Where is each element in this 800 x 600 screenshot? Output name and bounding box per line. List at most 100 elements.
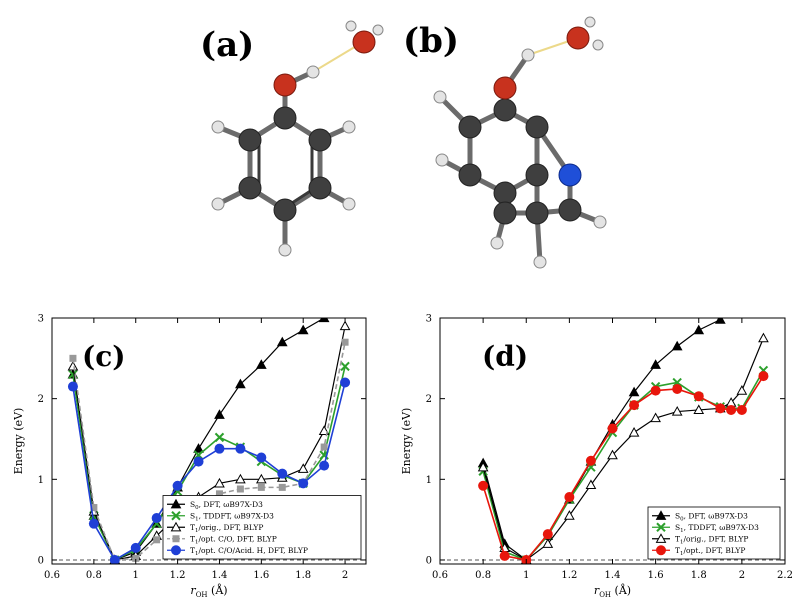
x-tick-label: 2	[342, 570, 348, 581]
data-point	[340, 361, 350, 372]
data-point	[69, 354, 77, 362]
data-point	[153, 536, 161, 544]
data-point	[671, 340, 683, 351]
data-point	[672, 383, 683, 394]
data-point	[693, 391, 704, 402]
data-point	[628, 386, 640, 397]
x-axis-title: rOH (Å)	[190, 583, 227, 599]
data-point	[236, 485, 244, 493]
data-point	[693, 324, 705, 335]
legend-entry: S1, TDDFT, ωB97X-D3	[675, 523, 759, 534]
data-point	[650, 385, 661, 396]
legend-marker	[656, 522, 666, 532]
data-point	[499, 550, 510, 561]
data-point	[193, 443, 204, 453]
chart-d: 0.6 0.8 1 1.2 1.4 1.6 1.8 2 2.2 0 1 2 3 rOH (Å) Energy…	[400, 314, 793, 600]
data-point	[607, 423, 618, 434]
data-point	[564, 492, 575, 503]
y-tick-label: 1	[38, 475, 44, 486]
data-point	[318, 318, 330, 323]
legend-entry: S0, DFT, ωB97X-D3	[675, 512, 748, 523]
legend-entry: T1/orig., DFT, BLYP	[190, 523, 263, 534]
data-point	[628, 427, 640, 437]
panel-label-c: (c)	[82, 340, 126, 373]
legend-entry: T1/opt., DFT, BLYP	[675, 546, 745, 557]
molecule-a-phenol	[211, 20, 384, 257]
data-point	[193, 456, 204, 467]
axes-frame	[51, 317, 367, 565]
data-point	[109, 554, 120, 564]
data-point	[235, 473, 246, 484]
x-tick-label: 1.2	[561, 570, 577, 581]
legend-marker	[170, 498, 182, 509]
data-point	[650, 359, 661, 369]
data-point	[542, 538, 554, 548]
legend-marker	[655, 510, 667, 520]
chart-c: 0.6 0.8 1 1.2 1.4 1.6 1.8 2 0 1 2 3 rOH (Å) Energy (e…	[12, 314, 367, 599]
data-point	[90, 504, 98, 512]
panel-label-a: (a)	[200, 25, 254, 65]
data-point	[585, 455, 596, 466]
data-point	[214, 443, 225, 454]
y-axis-title: Energy (eV)	[12, 408, 25, 475]
legend-marker	[171, 545, 181, 556]
data-point	[607, 449, 618, 460]
x-tick-label: 1.8	[691, 570, 707, 581]
y-tick-label: 3	[38, 314, 44, 325]
legend-marker	[656, 545, 666, 556]
data-point	[693, 404, 705, 415]
legend-entry: T1/opt. C/O, DFT, BLYP	[190, 535, 277, 546]
legend-entry: S0, DFT, ωB97X-D3	[190, 500, 263, 511]
data-point	[172, 480, 183, 491]
panel-label-b: (b)	[403, 21, 459, 61]
data-point	[736, 385, 748, 395]
legend-marker	[171, 511, 181, 521]
x-tick-label: 1.6	[253, 570, 269, 581]
data-point	[339, 320, 351, 331]
x-tick-label: 0.6	[44, 570, 60, 581]
x-tick-label: 1.8	[295, 570, 311, 581]
x-tick-label: 1.2	[170, 570, 186, 581]
data-point	[277, 468, 288, 479]
data-point	[255, 473, 267, 484]
legend-marker	[172, 535, 180, 543]
data-point	[714, 318, 726, 324]
data-point	[67, 381, 78, 392]
data-point	[297, 324, 309, 335]
y-tick-label: 2	[38, 394, 44, 405]
legend-box	[162, 495, 362, 560]
legend-marker	[655, 533, 667, 543]
data-point	[341, 338, 349, 346]
x-tick-label: 1	[133, 570, 139, 581]
x-tick-label: 1.6	[648, 570, 664, 581]
y-axis-title: Energy (eV)	[400, 408, 413, 475]
data-point	[256, 452, 267, 463]
data-point	[214, 477, 225, 488]
molecule-b-hydroxyquinoline	[433, 16, 607, 269]
data-point	[726, 404, 737, 415]
legend-entry: T1/orig., DFT, BLYP	[675, 535, 748, 546]
x-axis-title: rOH (Å)	[594, 583, 631, 599]
data-point	[340, 377, 351, 388]
data-point	[214, 409, 225, 419]
x-tick-label: 0.8	[475, 570, 491, 581]
data-point	[736, 404, 747, 415]
data-point	[477, 461, 489, 472]
data-point	[276, 336, 288, 347]
data-point	[88, 518, 99, 529]
x-tick-label: 2	[739, 570, 745, 581]
x-tick-label: 1.4	[605, 570, 621, 581]
data-point	[542, 529, 553, 540]
data-point	[585, 479, 597, 490]
data-point	[650, 412, 661, 423]
x-tick-label: 1.4	[212, 570, 228, 581]
data-point	[235, 378, 246, 389]
data-point	[235, 443, 246, 454]
panel-label-d: (d)	[482, 340, 528, 373]
y-tick-label: 1	[426, 475, 432, 486]
x-tick-label: 0.6	[432, 570, 448, 581]
y-tick-label: 0	[426, 555, 432, 566]
